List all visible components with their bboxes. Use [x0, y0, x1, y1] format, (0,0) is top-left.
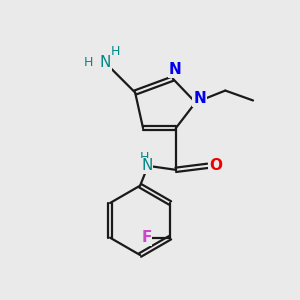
- Text: O: O: [209, 158, 222, 173]
- Text: F: F: [141, 230, 152, 245]
- Text: N: N: [168, 62, 181, 77]
- Text: N: N: [193, 91, 206, 106]
- Text: N: N: [100, 55, 111, 70]
- Text: N: N: [141, 158, 153, 173]
- Text: H: H: [111, 45, 120, 58]
- Text: H: H: [84, 56, 94, 69]
- Text: H: H: [140, 152, 149, 164]
